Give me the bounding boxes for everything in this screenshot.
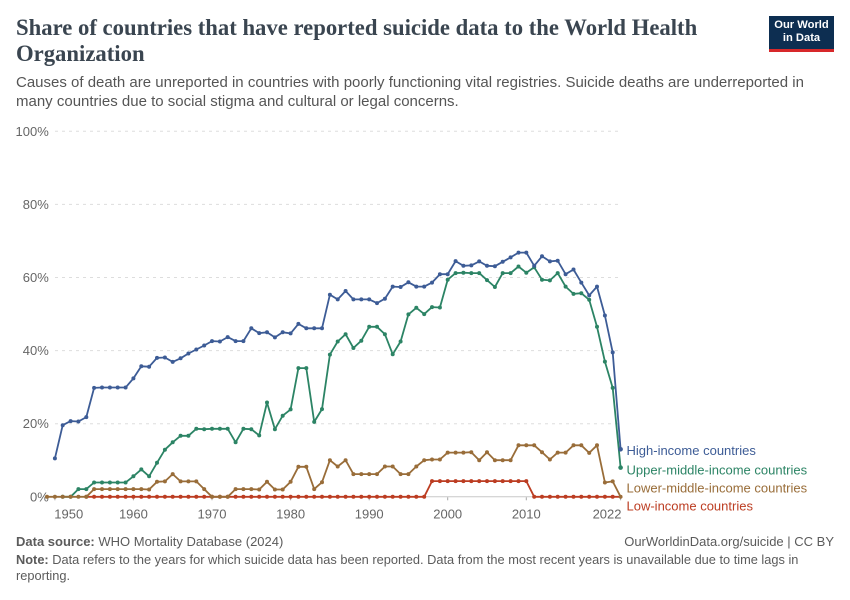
svg-text:High-income countries: High-income countries: [627, 443, 757, 458]
svg-text:1980: 1980: [276, 507, 305, 522]
svg-text:2000: 2000: [433, 507, 462, 522]
svg-text:20%: 20%: [23, 416, 49, 431]
svg-text:Upper-middle-income countries: Upper-middle-income countries: [627, 463, 808, 478]
svg-text:1950: 1950: [54, 507, 83, 522]
svg-text:80%: 80%: [23, 197, 49, 212]
svg-text:1960: 1960: [119, 507, 148, 522]
svg-text:0%: 0%: [30, 489, 49, 504]
svg-text:40%: 40%: [23, 343, 49, 358]
svg-text:1990: 1990: [355, 507, 384, 522]
svg-text:2022: 2022: [593, 507, 622, 522]
svg-text:1970: 1970: [198, 507, 227, 522]
svg-text:100%: 100%: [16, 124, 50, 139]
svg-text:Lower-middle-income countries: Lower-middle-income countries: [627, 481, 808, 496]
svg-text:60%: 60%: [23, 270, 49, 285]
svg-text:Low-income countries: Low-income countries: [627, 498, 754, 513]
svg-text:2010: 2010: [512, 507, 541, 522]
